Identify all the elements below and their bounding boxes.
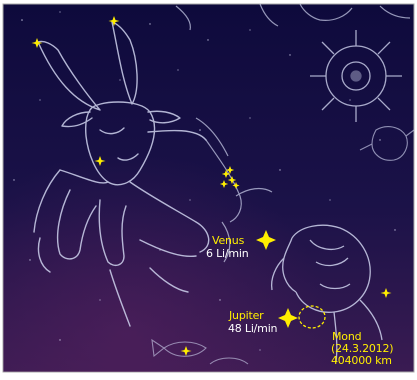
- four-point-star-icon: [278, 308, 298, 328]
- dashed-circle-icon: [298, 305, 326, 329]
- jupiter-label: Jupiter: [228, 309, 264, 322]
- ribbon-figure: [195, 117, 273, 263]
- wheel-figure: [310, 30, 402, 122]
- star-icon: [380, 288, 392, 298]
- moon-label: Mond: [332, 330, 361, 343]
- top-decoration: [175, 3, 411, 31]
- venus-label: Venus: [212, 234, 245, 247]
- crab-figure: [359, 126, 415, 161]
- jupiter-distance: 48 Li/min: [228, 322, 278, 335]
- star-icon: [94, 156, 106, 166]
- venus-marker[interactable]: [256, 230, 276, 250]
- venus-distance: 6 Li/min: [206, 247, 249, 260]
- pleiades-cluster-icon: [219, 166, 240, 189]
- star-icon: [180, 346, 192, 356]
- taurus-figure: [33, 21, 210, 327]
- four-point-star-icon: [256, 230, 276, 250]
- star-icon: [108, 16, 120, 26]
- aries-figure: [270, 224, 383, 363]
- moon-marker[interactable]: [298, 305, 326, 329]
- background-stars: [13, 11, 396, 351]
- sky-glow: [3, 4, 414, 372]
- moon-distance: 404000 km: [331, 354, 392, 367]
- moon-date: (24.3.2012): [331, 342, 393, 355]
- jupiter-marker[interactable]: [278, 308, 298, 328]
- fish-figure: [151, 338, 249, 365]
- star-icon: [31, 38, 43, 48]
- bright-stars: [31, 16, 392, 356]
